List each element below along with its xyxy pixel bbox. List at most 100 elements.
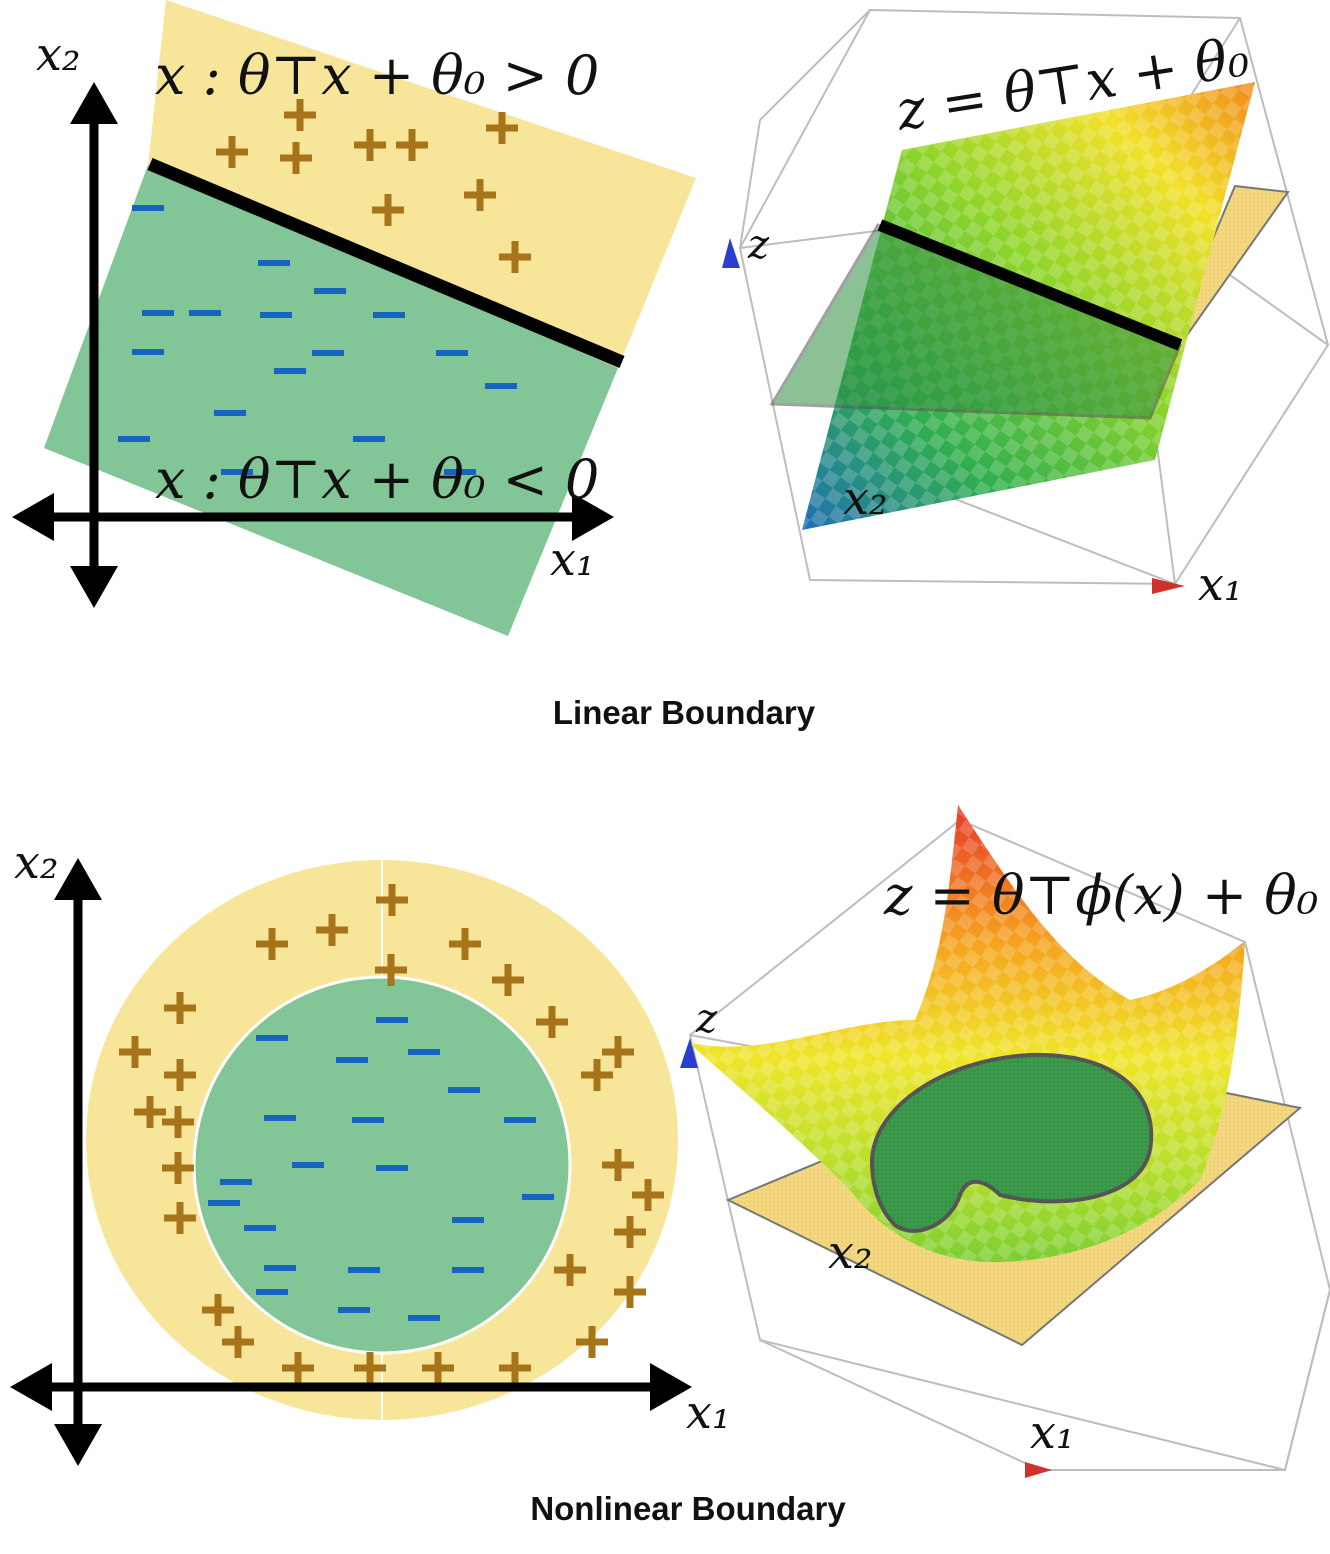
surface-equation-label-nl: z = θ⊤ϕ(x) + θ₀ bbox=[883, 864, 1318, 927]
negative-point bbox=[444, 469, 476, 475]
negative-point bbox=[436, 350, 468, 356]
positive-point bbox=[256, 928, 288, 960]
positive-point bbox=[499, 1352, 531, 1384]
x1-axis-cone bbox=[1152, 578, 1185, 594]
axes-2d-nonlinear bbox=[10, 858, 692, 1466]
positive-point bbox=[164, 1202, 196, 1234]
negative-point bbox=[353, 436, 385, 442]
positive-point bbox=[602, 1036, 634, 1068]
linear-3d-panel: z x₂ x₁ z = θ⊤x + θ₀ bbox=[722, 8, 1330, 611]
positive-point bbox=[499, 241, 531, 273]
positive-points-ring bbox=[119, 884, 664, 1384]
negative-point bbox=[208, 1200, 240, 1206]
negative-point bbox=[504, 1117, 536, 1123]
negative-point bbox=[260, 312, 292, 318]
positive-point bbox=[162, 1106, 194, 1138]
negative-point bbox=[338, 1307, 370, 1313]
axes-2d bbox=[12, 82, 614, 608]
positive-point bbox=[464, 179, 496, 211]
negative-point bbox=[132, 349, 164, 355]
positive-region bbox=[148, 0, 696, 368]
negative-point bbox=[132, 205, 164, 211]
axis3d-label-x1-nl: x₁ bbox=[1030, 1405, 1074, 1459]
positive-point bbox=[375, 954, 407, 986]
negative-point bbox=[189, 310, 221, 316]
nonlinear-2d-panel: x₂ x₁ bbox=[10, 835, 730, 1466]
x1-axis-cone-nl bbox=[1025, 1462, 1052, 1478]
axis3d-label-x2-nl: x₂ bbox=[828, 1225, 872, 1279]
negative-point bbox=[336, 1057, 368, 1063]
negative-point bbox=[408, 1049, 440, 1055]
positive-point bbox=[202, 1294, 234, 1326]
negative-point bbox=[448, 1087, 480, 1093]
nonlinear-3d-panel: z x₂ x₁ z = θ⊤ϕ(x) + θ₀ bbox=[680, 805, 1330, 1478]
axis3d-label-z: z bbox=[747, 222, 770, 268]
positive-point bbox=[602, 1149, 634, 1181]
negative-point bbox=[244, 1225, 276, 1231]
negative-point bbox=[142, 310, 174, 316]
positive-point bbox=[396, 129, 428, 161]
positive-point bbox=[282, 1352, 314, 1384]
negative-point bbox=[376, 1017, 408, 1023]
z-axis-cone-nl bbox=[680, 1038, 698, 1068]
negative-points-disk bbox=[208, 1017, 554, 1321]
positive-point bbox=[581, 1059, 613, 1091]
positive-point bbox=[536, 1006, 568, 1038]
negative-point bbox=[220, 1179, 252, 1185]
negative-point bbox=[485, 383, 517, 389]
positive-point bbox=[164, 1059, 196, 1091]
negative-point bbox=[256, 1289, 288, 1295]
positive-point bbox=[614, 1216, 646, 1248]
axis-label-x1: x₁ bbox=[550, 532, 594, 586]
negative-point bbox=[264, 1265, 296, 1271]
negative-point bbox=[352, 1117, 384, 1123]
axis3d-label-z-nl: z bbox=[695, 996, 718, 1042]
negative-point bbox=[373, 312, 405, 318]
axis-label-x1-nl: x₁ bbox=[686, 1385, 730, 1439]
negative-point bbox=[452, 1267, 484, 1273]
negative-point bbox=[292, 1162, 324, 1168]
linear-2d-panel: x₂ x₁ x : θ⊤x + θ₀ > 0 x : θ⊤x + θ₀ < 0 bbox=[12, 0, 696, 636]
positive-points bbox=[216, 99, 531, 273]
negative-point bbox=[221, 469, 253, 475]
positive-point bbox=[316, 914, 348, 946]
positive-point bbox=[284, 99, 316, 131]
positive-point bbox=[164, 992, 196, 1024]
negative-points bbox=[118, 205, 517, 475]
negative-point bbox=[258, 260, 290, 266]
positive-point bbox=[576, 1326, 608, 1358]
boundary-3d bbox=[877, 219, 1183, 351]
positive-point bbox=[486, 112, 518, 144]
negative-point bbox=[314, 288, 346, 294]
positive-region-label: x : θ⊤x + θ₀ > 0 bbox=[155, 44, 599, 107]
decision-boundary bbox=[147, 158, 625, 368]
caption-nonlinear: Nonlinear Boundary bbox=[530, 1490, 846, 1527]
positive-point bbox=[614, 1276, 646, 1308]
positive-point bbox=[216, 136, 248, 168]
negative-point bbox=[312, 350, 344, 356]
negative-point bbox=[348, 1267, 380, 1273]
positive-point bbox=[422, 1352, 454, 1384]
positive-point bbox=[492, 964, 524, 996]
axis3d-label-x2: x₂ bbox=[843, 471, 887, 525]
positive-point bbox=[354, 129, 386, 161]
axis-label-x2: x₂ bbox=[36, 27, 80, 81]
negative-point bbox=[118, 436, 150, 442]
positive-point bbox=[119, 1036, 151, 1068]
negative-point bbox=[408, 1315, 440, 1321]
negative-point bbox=[522, 1194, 554, 1200]
positive-point bbox=[162, 1152, 194, 1184]
positive-point bbox=[554, 1254, 586, 1286]
negative-point bbox=[256, 1035, 288, 1041]
negative-point bbox=[264, 1115, 296, 1121]
positive-point bbox=[280, 142, 312, 174]
negative-region-label: x : θ⊤x + θ₀ < 0 bbox=[155, 448, 599, 511]
negative-point bbox=[452, 1217, 484, 1223]
axis3d-label-x1: x₁ bbox=[1198, 557, 1242, 611]
negative-point bbox=[214, 410, 246, 416]
positive-point bbox=[354, 1352, 386, 1384]
negative-point bbox=[274, 368, 306, 374]
positive-point bbox=[632, 1179, 664, 1211]
positive-point bbox=[372, 194, 404, 226]
